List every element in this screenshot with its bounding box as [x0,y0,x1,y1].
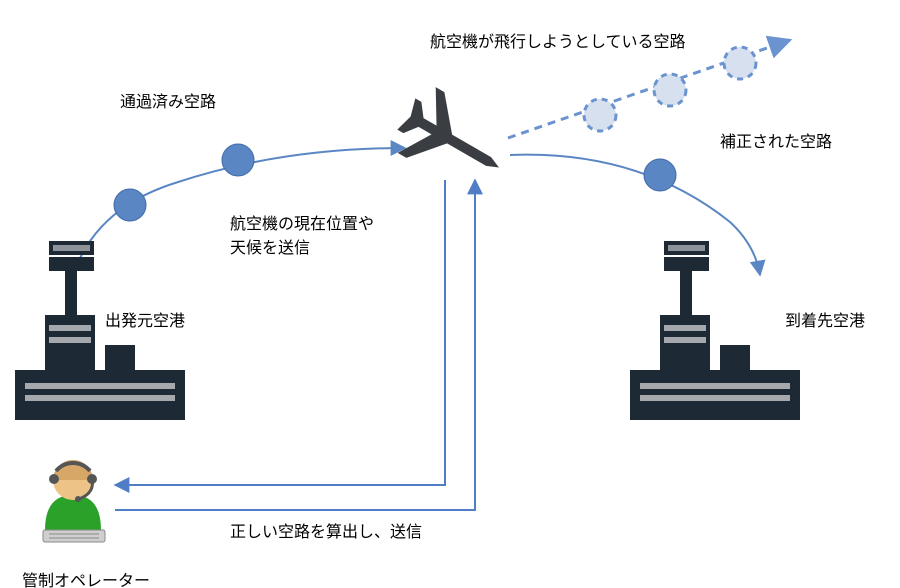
aircraft-icon [387,81,518,200]
attempted-waypoint [654,74,686,106]
attempted-route-label: 航空機が飛行しようとしている空路 [430,28,686,52]
operator-icon [43,460,105,542]
traversed-waypoint [222,144,254,176]
corrected-waypoint [644,159,676,191]
corrected-route-path [510,155,760,275]
traversed-route-label: 通過済み空路 [120,88,216,112]
departure-airport-label: 出発元空港 [105,307,185,331]
diagram-stage: 通過済み空路 航空機が飛行しようとしている空路 補正された空路 航空機の現在位置… [0,0,900,588]
corrected-route-label: 補正された空路 [720,128,832,152]
attempted-waypoint [724,47,756,79]
attempted-waypoint [584,99,616,131]
compute-send-route-label: 正しい空路を算出し、送信 [230,518,422,542]
position-weather-tx-label: 航空機の現在位置や 天候を送信 [230,210,374,258]
traversed-waypoint [114,189,146,221]
arrival-airport-icon [630,241,800,420]
operator-label: 管制オペレーター [22,567,150,588]
arrival-airport-label: 到着先空港 [785,307,865,331]
